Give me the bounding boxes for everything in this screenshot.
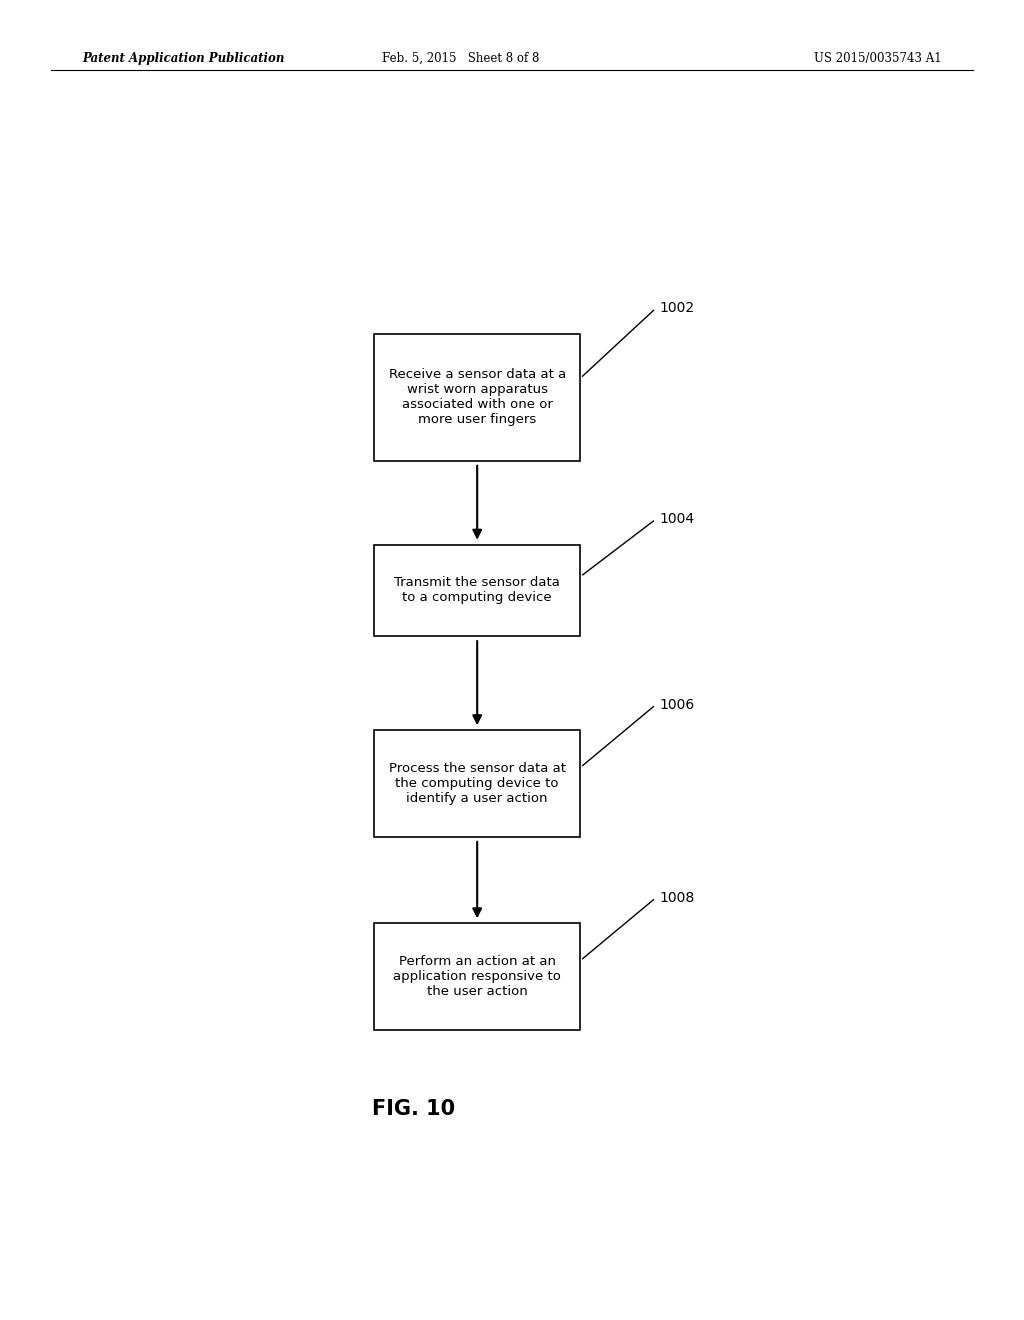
Text: 1006: 1006 xyxy=(659,698,695,711)
Text: 1002: 1002 xyxy=(659,301,695,315)
Text: FIG. 10: FIG. 10 xyxy=(372,1098,456,1119)
Bar xyxy=(374,730,581,837)
Text: 1004: 1004 xyxy=(659,512,695,527)
Text: Patent Application Publication: Patent Application Publication xyxy=(82,51,285,65)
Bar xyxy=(374,545,581,636)
Text: US 2015/0035743 A1: US 2015/0035743 A1 xyxy=(814,51,942,65)
Bar xyxy=(374,923,581,1030)
Text: Perform an action at an
application responsive to
the user action: Perform an action at an application resp… xyxy=(393,956,561,998)
Text: Feb. 5, 2015   Sheet 8 of 8: Feb. 5, 2015 Sheet 8 of 8 xyxy=(382,51,540,65)
Text: Transmit the sensor data
to a computing device: Transmit the sensor data to a computing … xyxy=(394,577,560,605)
Text: 1008: 1008 xyxy=(659,891,695,904)
Text: Process the sensor data at
the computing device to
identify a user action: Process the sensor data at the computing… xyxy=(389,762,565,805)
Bar xyxy=(374,334,581,461)
Text: Receive a sensor data at a
wrist worn apparatus
associated with one or
more user: Receive a sensor data at a wrist worn ap… xyxy=(388,368,566,426)
